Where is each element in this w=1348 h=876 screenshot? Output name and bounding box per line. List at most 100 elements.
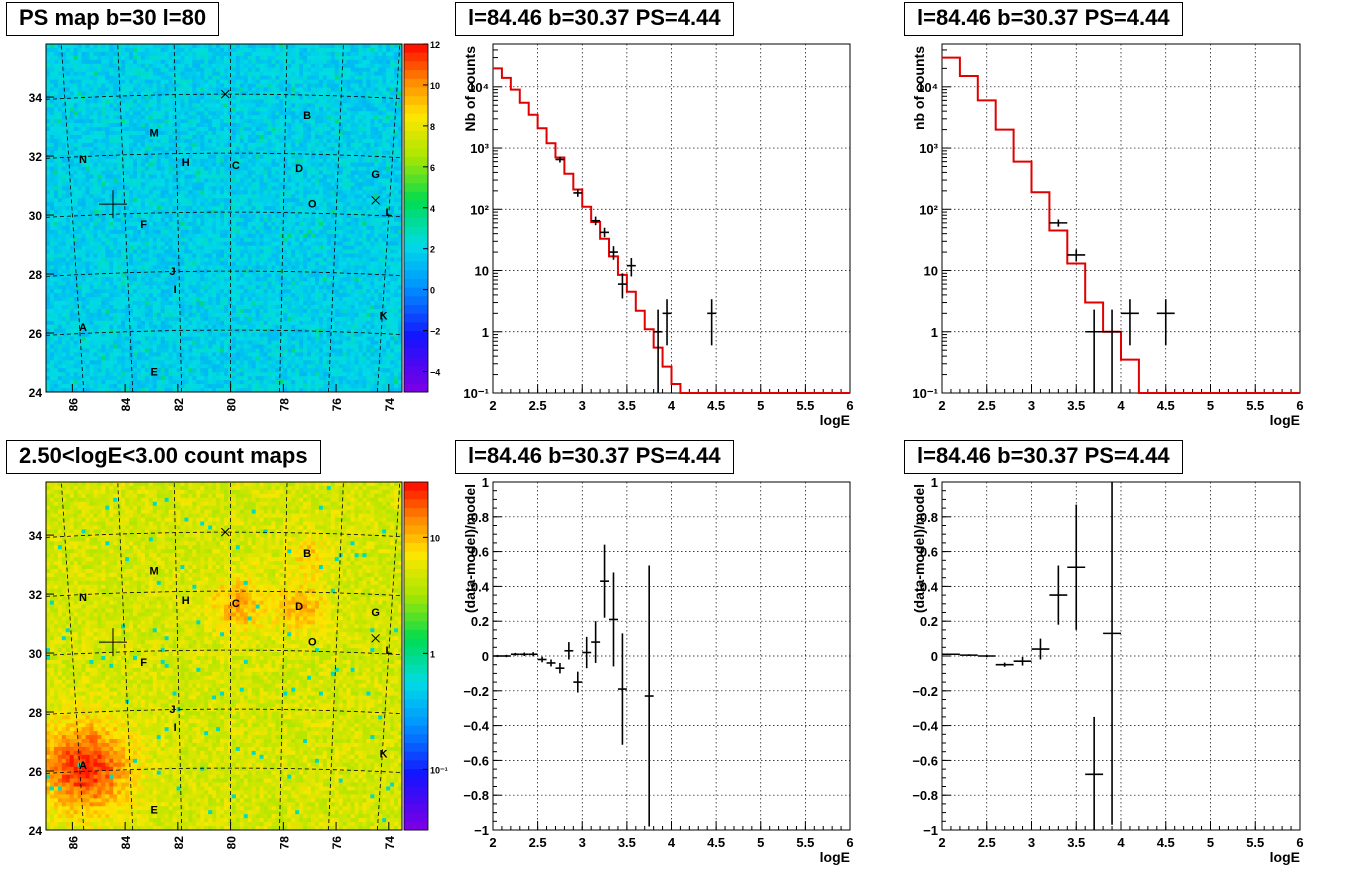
heatmap-cell xyxy=(113,107,118,112)
heatmap-cell xyxy=(394,221,399,227)
heatmap-cell xyxy=(307,241,312,247)
heatmap-cell xyxy=(314,245,320,251)
heatmap-cell xyxy=(366,190,371,195)
heatmap-cell xyxy=(156,123,162,128)
heatmap-cell xyxy=(307,83,312,88)
heatmap-cell xyxy=(117,91,122,96)
heatmap-cell xyxy=(318,245,324,251)
heatmap-cell xyxy=(291,229,296,235)
heatmap-cell xyxy=(212,67,217,73)
heatmap-cell xyxy=(386,138,391,144)
heatmap-cell xyxy=(113,174,118,179)
heatmap-cell xyxy=(89,253,94,258)
heatmap-cell xyxy=(152,178,158,183)
heatmap-cell xyxy=(53,119,59,124)
heatmap-cell xyxy=(314,115,320,120)
heatmap-cell xyxy=(350,67,355,73)
heatmap-cell xyxy=(89,261,94,266)
heatmap-cell xyxy=(140,59,146,65)
heatmap-cell xyxy=(287,182,292,187)
heatmap-cell xyxy=(136,103,142,108)
heatmap-cell xyxy=(350,111,355,116)
heatmap-cell xyxy=(85,198,90,203)
heatmap-cell xyxy=(200,225,205,231)
heatmap-cell xyxy=(374,198,379,203)
heatmap-cell xyxy=(350,249,355,254)
heatmap-cell xyxy=(73,83,79,88)
heatmap-cell xyxy=(176,146,181,152)
heatmap-cell xyxy=(148,233,154,239)
heatmap-cell xyxy=(53,170,59,175)
heatmap-cell xyxy=(338,115,344,120)
heatmap-cell xyxy=(224,245,229,251)
heatmap-cell xyxy=(382,233,387,239)
heatmap-cell xyxy=(77,202,82,207)
heatmap-cell xyxy=(354,182,359,187)
heatmap-cell xyxy=(121,198,126,203)
heatmap-cell xyxy=(77,55,82,61)
heatmap-cell xyxy=(303,225,308,231)
heatmap-cell xyxy=(81,249,86,254)
heatmap-cell xyxy=(77,218,82,223)
heatmap-cell xyxy=(57,237,63,243)
heatmap-cell xyxy=(69,150,75,156)
heatmap-cell xyxy=(334,154,340,160)
heatmap-cell xyxy=(140,131,146,136)
heatmap-cell xyxy=(247,131,253,136)
heatmap-cell xyxy=(382,119,387,124)
heatmap-cell xyxy=(338,245,344,251)
heatmap-cell xyxy=(117,67,122,73)
heatmap-cell xyxy=(390,210,395,215)
heatmap-cell xyxy=(148,162,154,167)
heatmap-cell xyxy=(188,229,193,235)
heatmap-cell xyxy=(140,107,146,112)
heatmap-cell xyxy=(287,170,292,175)
heatmap-cell xyxy=(61,261,67,266)
heatmap-cell xyxy=(334,194,340,199)
heatmap-cell xyxy=(129,127,134,132)
heatmap-cell xyxy=(200,131,205,136)
heatmap-cell xyxy=(374,150,379,156)
heatmap-cell xyxy=(133,75,138,80)
heatmap-cell xyxy=(200,186,205,191)
heatmap-cell xyxy=(322,221,328,227)
heatmap-cell xyxy=(283,225,288,231)
heatmap-cell xyxy=(49,225,55,231)
heatmap-cell xyxy=(168,127,173,132)
heatmap-cell xyxy=(239,103,245,108)
heatmap-cell xyxy=(133,206,138,211)
heatmap-cell xyxy=(346,249,351,254)
heatmap-cell xyxy=(148,154,154,160)
heatmap-cell xyxy=(338,59,344,65)
heatmap-cell xyxy=(117,186,122,191)
heatmap-cell xyxy=(216,229,221,235)
heatmap-cell xyxy=(176,174,181,179)
heatmap-cell xyxy=(271,245,276,251)
heatmap-cell xyxy=(263,178,268,183)
heatmap-cell xyxy=(362,87,367,92)
heatmap-cell xyxy=(243,233,249,239)
heatmap-cell xyxy=(204,75,209,80)
heatmap-cell xyxy=(93,174,98,179)
heatmap-cell xyxy=(156,142,162,148)
heatmap-cell xyxy=(85,127,90,132)
heatmap-cell xyxy=(334,107,340,112)
heatmap-cell xyxy=(133,182,138,187)
heatmap-cell xyxy=(354,158,359,164)
heatmap-cell xyxy=(354,253,359,258)
heatmap-cell xyxy=(200,142,205,148)
heatmap-cell xyxy=(176,134,181,140)
heatmap-cell xyxy=(105,194,110,199)
heatmap-cell xyxy=(97,186,102,191)
heatmap-cell xyxy=(93,178,98,183)
heatmap-cell xyxy=(235,249,241,254)
heatmap-cell xyxy=(160,210,166,215)
heatmap-cell xyxy=(121,119,126,124)
heatmap-cell xyxy=(398,99,403,104)
heatmap-cell xyxy=(184,63,189,69)
heatmap-cell xyxy=(160,138,166,144)
heatmap-cell xyxy=(247,194,253,199)
heatmap-cell xyxy=(148,218,154,223)
heatmap-cell xyxy=(97,253,102,258)
heatmap-cell xyxy=(370,111,375,116)
